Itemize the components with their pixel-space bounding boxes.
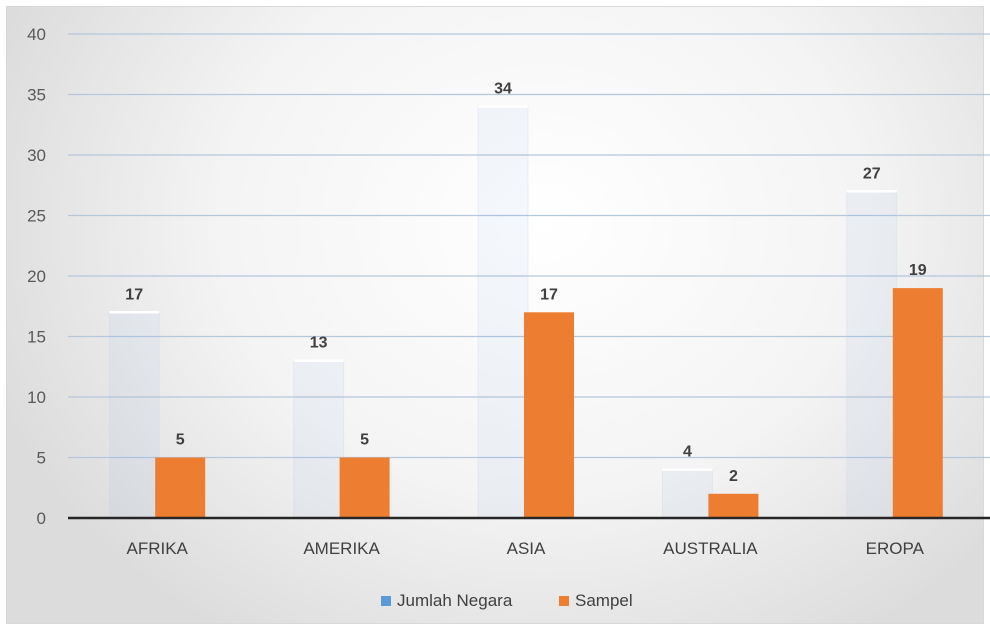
data-label-jumlah-negara: 13 — [310, 335, 328, 352]
x-category-label: EROPA — [866, 539, 925, 558]
data-label-sampel: 5 — [360, 432, 369, 449]
y-tick-label: 35 — [27, 86, 46, 105]
data-label-jumlah-negara: 27 — [863, 165, 881, 182]
legend-swatch-sampel — [559, 596, 569, 606]
bars — [108, 105, 943, 519]
data-label-sampel: 2 — [729, 468, 738, 485]
legend-label-jumlah-negara: Jumlah Negara — [397, 591, 513, 610]
bar-jumlah-negara — [108, 311, 160, 519]
y-tick-label: 15 — [27, 328, 46, 347]
bar-sampel — [892, 288, 943, 518]
bar-jumlah-negara — [661, 469, 713, 519]
y-tick-label: 10 — [27, 388, 46, 407]
x-category-label: AUSTRALIA — [663, 539, 758, 558]
data-labels: 17 5 13 5 34 17 4 2 27 19 — [125, 81, 926, 485]
y-axis-ticks: 0 5 10 15 20 25 30 35 40 — [27, 25, 46, 528]
bar-sampel — [524, 312, 574, 518]
data-label-sampel: 17 — [540, 286, 558, 303]
x-category-label: AMERIKA — [303, 539, 380, 558]
legend: Jumlah Negara Sampel — [381, 591, 633, 610]
legend-label-sampel: Sampel — [575, 591, 633, 610]
x-category-label: ASIA — [507, 539, 546, 558]
y-tick-label: 40 — [27, 25, 46, 44]
legend-swatch-jumlah-negara — [381, 596, 391, 606]
bar-jumlah-negara — [293, 360, 345, 519]
data-label-sampel: 5 — [176, 432, 185, 449]
bar-jumlah-negara — [846, 190, 898, 519]
data-label-sampel: 19 — [909, 262, 927, 279]
chart-area — [6, 6, 984, 624]
x-axis-categories: AFRIKA AMERIKA ASIA AUSTRALIA EROPA — [126, 539, 924, 558]
y-tick-label: 30 — [27, 146, 46, 165]
bar-sampel — [708, 493, 759, 518]
data-label-jumlah-negara: 17 — [125, 286, 143, 303]
gridlines — [68, 33, 990, 459]
y-tick-label: 0 — [37, 509, 46, 528]
x-category-label: AFRIKA — [126, 539, 188, 558]
data-label-jumlah-negara: 34 — [494, 81, 512, 98]
bar-sampel — [155, 457, 206, 518]
data-label-jumlah-negara: 4 — [683, 444, 692, 461]
y-tick-label: 5 — [37, 449, 46, 468]
bar-sampel — [339, 457, 390, 518]
y-tick-label: 20 — [27, 267, 46, 286]
y-tick-label: 25 — [27, 207, 46, 226]
bar-jumlah-negara — [477, 106, 529, 519]
